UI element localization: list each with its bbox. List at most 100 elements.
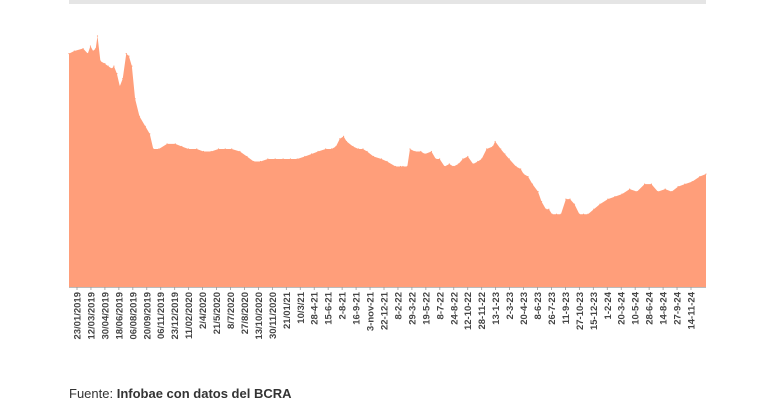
x-tick-label: 28-6-24	[645, 291, 656, 324]
x-tick-label: 30/11/2020	[268, 292, 279, 339]
data-point	[587, 213, 589, 215]
data-point	[448, 163, 450, 165]
data-point	[406, 165, 408, 168]
data-point	[657, 191, 659, 193]
data-point	[573, 203, 576, 205]
data-point	[486, 148, 488, 150]
data-point	[144, 125, 146, 127]
x-tick-label: 2-8-21	[338, 291, 349, 319]
x-tick-label: 21/5/2020	[212, 292, 223, 334]
data-point	[111, 68, 113, 70]
data-point	[125, 52, 127, 55]
data-point	[149, 133, 151, 135]
area-series-group	[68, 35, 707, 287]
data-point	[380, 158, 383, 160]
data-point	[699, 175, 701, 178]
data-point	[224, 148, 226, 150]
x-tick-label: 27/8/2020	[240, 292, 251, 334]
data-point	[520, 168, 522, 170]
data-point	[548, 208, 550, 210]
data-point	[282, 158, 284, 160]
data-point	[253, 160, 255, 163]
data-point	[636, 191, 638, 193]
data-point	[345, 140, 348, 143]
data-point	[492, 145, 494, 148]
data-point	[435, 158, 437, 160]
data-point	[304, 155, 306, 158]
data-point	[650, 183, 652, 185]
data-point	[540, 201, 543, 203]
data-point	[439, 158, 441, 160]
x-tick-label: 2-3-23	[505, 292, 516, 319]
x-tick-label: 20-3-24	[617, 291, 628, 324]
data-point	[116, 73, 118, 75]
x-tick-label: 10-5-24	[631, 291, 642, 324]
data-point	[96, 35, 99, 37]
data-point	[414, 150, 416, 153]
area-chart: 23/01/2019 12/03/2019 30/04/2019 18/06/2019…	[68, 35, 707, 340]
data-point	[138, 115, 141, 117]
data-point	[537, 191, 539, 193]
x-tick-label: 28-11-22	[477, 292, 488, 330]
data-point	[664, 188, 666, 190]
data-point	[352, 145, 354, 148]
x-tick-label: 8/7/2020	[226, 292, 237, 329]
x-tick-label: 20/09/2019	[142, 292, 153, 340]
x-tick-label: 15-12-23	[589, 292, 600, 330]
data-point	[508, 158, 510, 160]
data-point	[504, 153, 506, 155]
data-point	[119, 85, 121, 87]
data-point	[394, 165, 397, 168]
data-point	[239, 150, 241, 153]
x-tick-label: 24-8-22	[449, 292, 460, 325]
data-point	[330, 148, 333, 150]
data-point	[357, 148, 360, 150]
x-tick-label: 06/08/2019	[128, 292, 139, 340]
data-point	[267, 158, 269, 160]
x-tick-label: 11-9-23	[561, 292, 572, 324]
data-point	[599, 203, 601, 205]
data-point	[107, 65, 109, 67]
source-suffix: con datos del BCRA	[162, 386, 292, 401]
top-divider-bar	[69, 0, 706, 4]
x-tick-label: 26-7-23	[547, 292, 558, 325]
data-point	[246, 155, 248, 158]
data-point	[181, 145, 183, 148]
data-point	[560, 213, 562, 215]
data-point	[231, 148, 233, 150]
data-point	[372, 155, 375, 158]
data-point	[187, 148, 190, 150]
data-point	[578, 213, 581, 215]
data-point	[402, 165, 404, 168]
x-tick-label: 20-4-23	[519, 292, 530, 325]
data-point	[317, 150, 319, 153]
data-points	[68, 35, 707, 215]
x-tick-label: 06/11/2019	[156, 292, 167, 339]
source-outlet: Infobae	[116, 386, 163, 401]
x-tick-label: 23/01/2019	[73, 292, 84, 340]
data-point	[339, 138, 341, 140]
data-point	[342, 135, 345, 137]
x-tick-label: 19-5-22	[421, 292, 432, 325]
data-point	[325, 148, 327, 150]
data-point	[444, 165, 446, 168]
x-tick-label: 8-7-22	[435, 292, 446, 319]
data-point	[614, 196, 616, 198]
data-point	[128, 55, 130, 57]
data-point	[644, 183, 646, 185]
data-point	[152, 148, 154, 150]
data-point	[593, 208, 595, 210]
x-tick-label: 29-3-22	[407, 292, 418, 325]
area-series	[69, 36, 706, 287]
data-point	[691, 180, 693, 183]
data-point	[362, 148, 364, 150]
data-point	[296, 158, 298, 160]
data-point	[551, 213, 553, 215]
data-point	[582, 213, 585, 215]
data-point	[523, 173, 525, 175]
data-point	[457, 163, 460, 165]
data-point	[196, 148, 198, 150]
x-tick-label: 28-4-21	[310, 291, 321, 324]
data-point	[366, 150, 368, 153]
data-point	[462, 158, 464, 160]
